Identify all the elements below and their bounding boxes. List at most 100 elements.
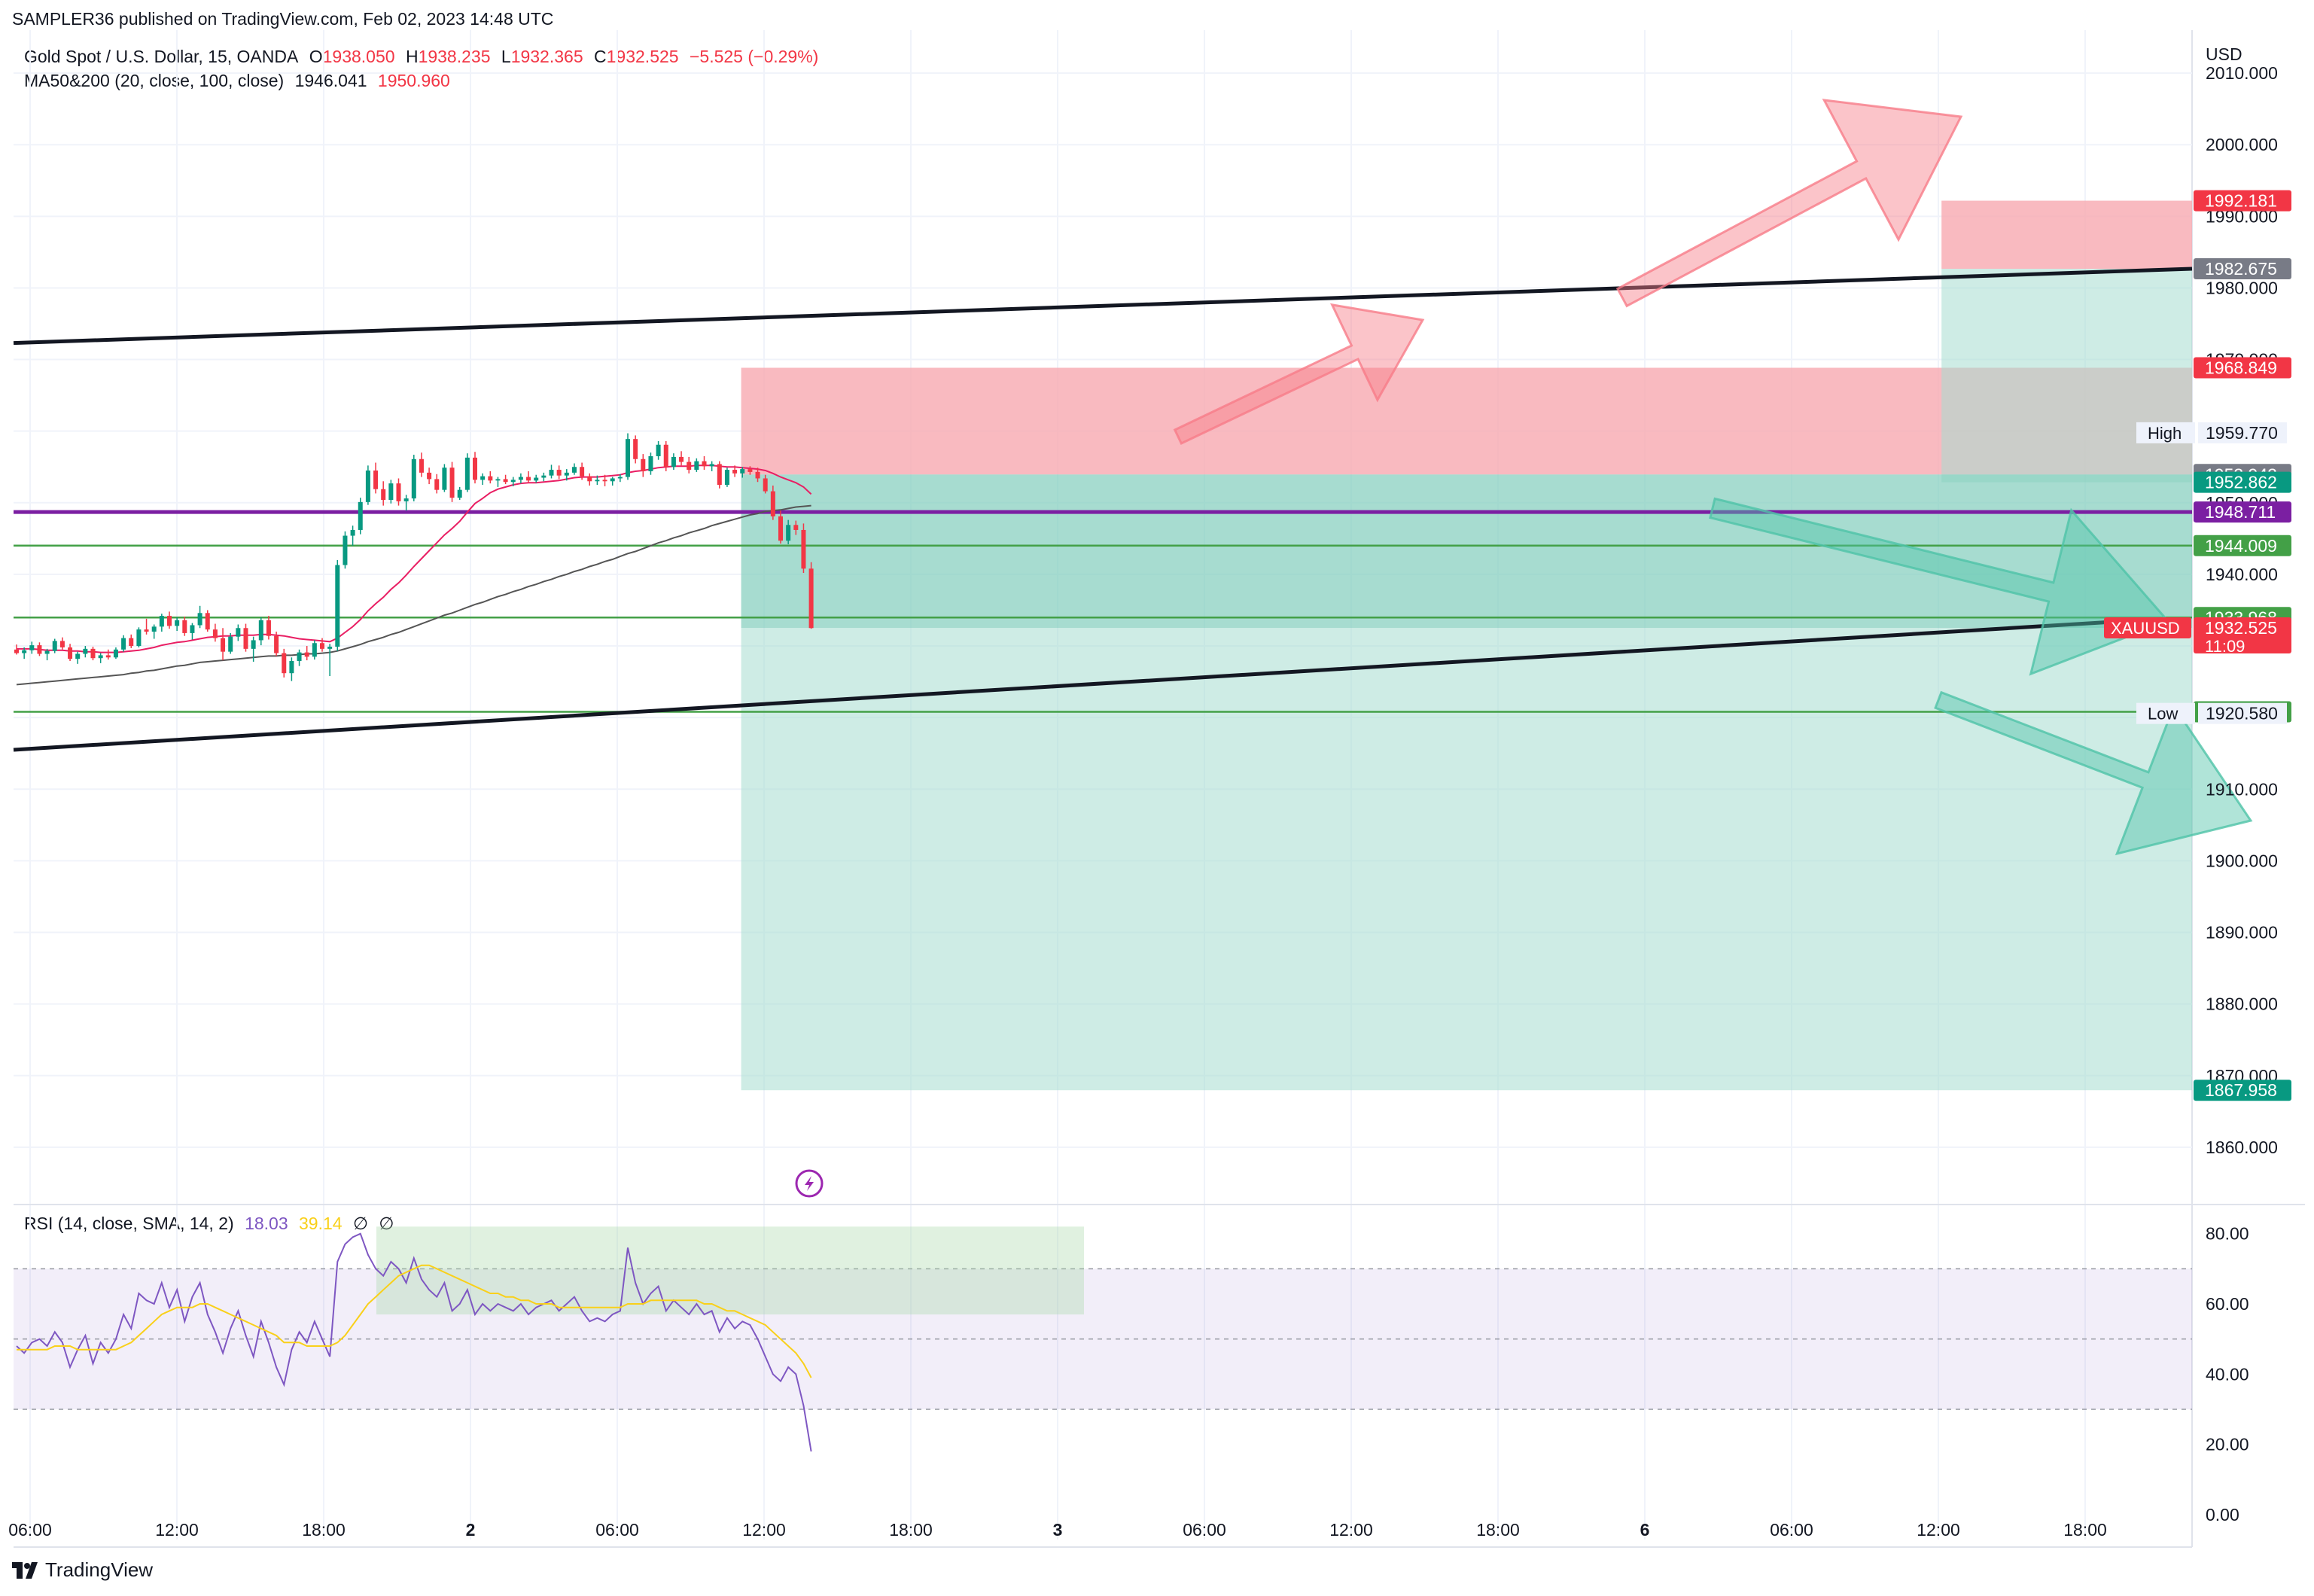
rsi-extra-1: ∅ [352,1214,369,1233]
price-axis[interactable]: 2010.0002000.0001990.0001980.0001970.000… [2206,63,2278,1524]
candle-body [297,652,302,662]
candle-body [83,648,88,654]
candle-body [495,479,501,481]
rsi-highlight-box [376,1226,1084,1314]
candle-body [29,645,35,650]
candle-body [151,626,157,632]
rsi-extra-2: ∅ [379,1214,394,1233]
candle-body [44,650,50,654]
alert-icon[interactable] [795,1169,824,1198]
tradingview-logo[interactable]: TradingView [12,1558,153,1582]
candle-body [52,641,57,651]
candle-body [595,480,600,482]
axis-price-label [2194,617,2291,654]
candle-body [434,479,440,490]
ma-name[interactable]: MA50&200 (20, close, 100, close) [24,71,285,90]
change-value: −5.525 (−0.29%) [689,47,819,66]
projection-arrows[interactable] [1173,99,2253,856]
candle-body [702,461,707,467]
axis-price-label [2194,471,2291,493]
candle-body [266,620,271,636]
brand-name: TradingView [45,1558,154,1581]
take-profit-zone [1941,268,2192,483]
candle-body [633,439,638,459]
candle-body [709,464,714,467]
candle-body [182,620,187,633]
channel-trend-line [13,267,2193,346]
rsi-legend: RSI (14, close, SMA, 14, 2) 18.03 39.14 … [24,1214,400,1234]
high-value: H1938.235 [405,47,491,66]
low-value: L1932.365 [501,47,583,66]
channel-trend-line [13,620,2105,752]
candle-body [663,444,668,468]
stat-price-box [2198,422,2287,443]
candle-body [14,649,19,653]
stop-loss-zone [1941,200,2192,269]
candle-body [602,480,607,482]
trend-lines[interactable] [13,267,2193,752]
ma-slow-value: 1950.960 [377,71,450,90]
time-tick-label: 06:00 [8,1520,52,1540]
candle-body [258,620,263,641]
candle-body [518,477,523,480]
down-arrow-right [1709,497,2170,676]
rsi-name[interactable]: RSI (14, close, SMA, 14, 2) [24,1214,234,1233]
ma-fast-value: 1946.041 [294,71,367,90]
candle-body [129,638,134,647]
rsi-tick-label: 40.00 [2206,1364,2249,1384]
candle-body [763,478,768,492]
candle-body [419,458,424,473]
candle-body [793,525,799,530]
candle-body [373,471,379,489]
symbol-tag-text: XAUUSD [2111,619,2180,638]
axis-price-label [2194,357,2291,379]
time-tick-label: 12:00 [742,1520,786,1540]
rsi-tick-label: 80.00 [2206,1224,2249,1244]
candle-body [90,648,96,659]
candle-body [221,638,226,652]
candle-body [694,461,699,471]
candle-body [534,477,539,481]
candle-body [75,653,81,659]
candle-body [312,643,317,657]
candle-body [197,613,202,626]
candle-body [68,647,73,659]
rsi-tick-label: 20.00 [2206,1435,2249,1454]
candle-body [801,529,806,569]
price-tick-label: 2000.000 [2206,135,2278,154]
position-zones[interactable] [741,200,2193,1091]
price-tick-label: 1910.000 [2206,779,2278,799]
axis-price-text: 1944.009 [2205,536,2277,556]
price-tick-label: 1860.000 [2206,1138,2278,1157]
close-value: C1932.525 [594,47,679,66]
axis-price-text: 1992.181 [2205,191,2277,211]
up-arrow-small [1173,303,1425,446]
candles [14,433,814,681]
candle-body [190,625,195,633]
price-tick-label: 1940.000 [2206,565,2278,584]
candle-body [488,476,493,481]
price-tick-label: 1890.000 [2206,923,2278,943]
price-labels: 1992.1811982.6751968.8491959.770High1953… [2104,190,2291,1101]
candle-body [755,471,760,479]
open-value: O1938.050 [309,47,395,66]
horizontal-levels[interactable] [14,510,2192,713]
candle-body [464,457,470,490]
time-tick-label: 12:00 [155,1520,199,1540]
candle-body [205,613,210,630]
candle-body [243,628,248,649]
candle-body [587,476,592,482]
stat-tag-text: High [2148,424,2182,443]
candle-body [571,467,577,473]
time-tick-label: 2 [466,1520,476,1540]
candle-body [59,641,65,647]
ma-slow-line [16,504,811,686]
time-axis[interactable]: 06:00 12:00 18:00 2 06:00 12:00 18:00 3 06:00 12:… [8,1520,2107,1540]
candle-body [617,477,623,479]
axis-price-text: 1968.849 [2205,358,2277,378]
rsi-value: 18.03 [245,1214,288,1233]
down-arrow-lower [1934,690,2253,856]
stat-tag-text: Low [2148,705,2178,723]
symbol-name[interactable]: Gold Spot / U.S. Dollar, 15, OANDA [24,47,299,66]
